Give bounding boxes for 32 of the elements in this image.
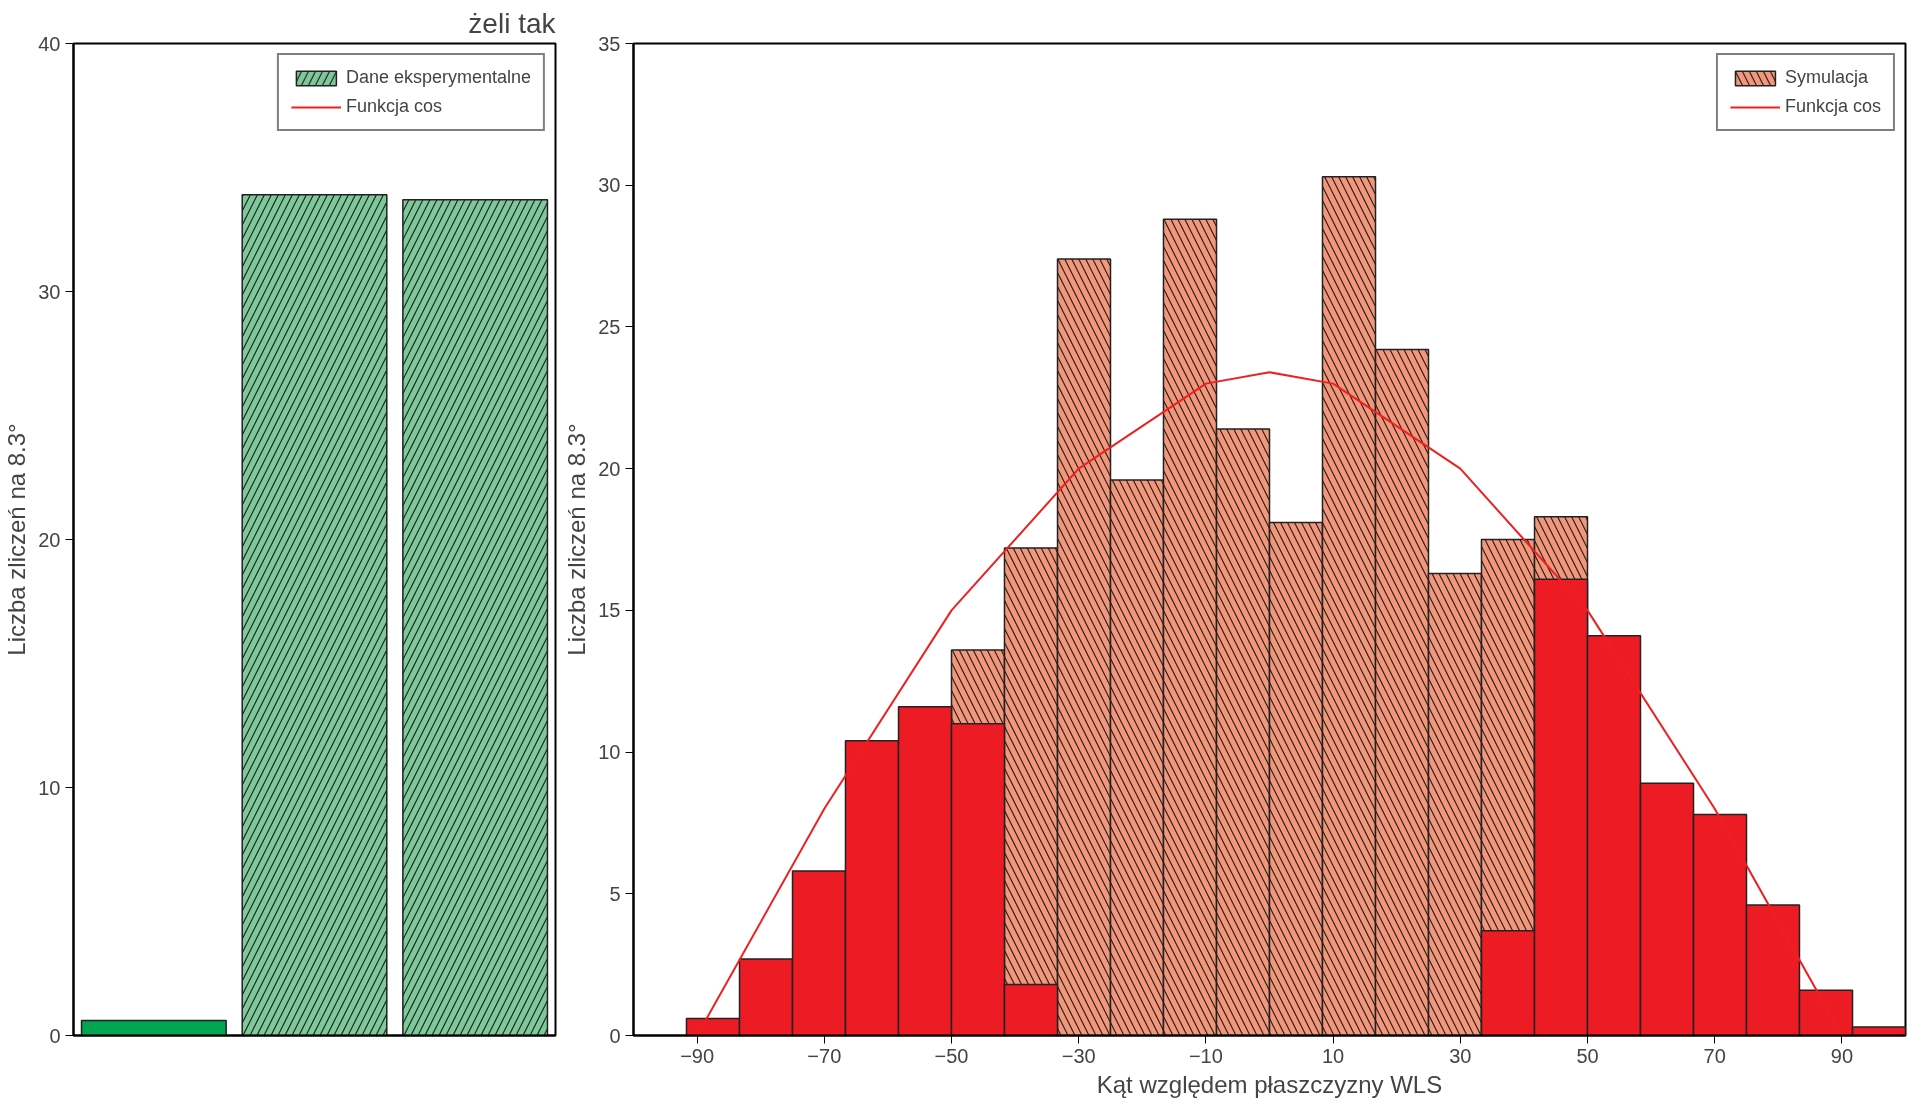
legend-label: Funkcja cos — [345, 96, 442, 117]
text: żeli tak — [468, 7, 557, 39]
x-tick-label: −70 — [807, 1044, 842, 1067]
x-tick-label: −30 — [1061, 1044, 1096, 1067]
y-tick-label: 35 — [598, 32, 621, 55]
y-tick-label: 0 — [609, 1024, 621, 1047]
y-tick-label: 0 — [49, 1024, 61, 1047]
y-tick-label: 20 — [38, 528, 61, 551]
x-tick-label: −90 — [680, 1044, 715, 1067]
x-tick-label: 50 — [1576, 1044, 1599, 1067]
y-tick-label: 5 — [609, 882, 621, 905]
y-tick-label: 30 — [598, 174, 621, 197]
y-tick-label: 15 — [598, 599, 621, 622]
y-tick-label: 30 — [38, 280, 61, 303]
x-tick-label: 30 — [1449, 1044, 1472, 1067]
x-tick-label: 90 — [1830, 1044, 1854, 1067]
x-tick-label: −10 — [1188, 1044, 1223, 1067]
y-tick-label: 10 — [38, 776, 61, 799]
x-tick-label: 10 — [1321, 1044, 1345, 1067]
x-tick-label: −50 — [934, 1044, 969, 1067]
y-axis-title: Liczba zliczeń na 8.3° — [563, 423, 591, 656]
x-axis-title: Kąt względem płaszczyzny WLS — [1096, 1070, 1443, 1098]
legend-label: Dane eksperymentalne — [345, 67, 531, 88]
y-tick-label: 10 — [598, 741, 621, 764]
y-tick-label: 20 — [598, 457, 621, 480]
y-tick-label: 40 — [38, 32, 61, 55]
legend-label: Symulacja — [1784, 67, 1868, 88]
y-axis-title: Liczba zliczeń na 8.3° — [3, 423, 31, 656]
y-tick-label: 25 — [598, 315, 621, 338]
legend-label: Funkcja cos — [1784, 96, 1881, 117]
x-tick-label: 70 — [1703, 1044, 1726, 1067]
bar — [80, 1019, 227, 1036]
